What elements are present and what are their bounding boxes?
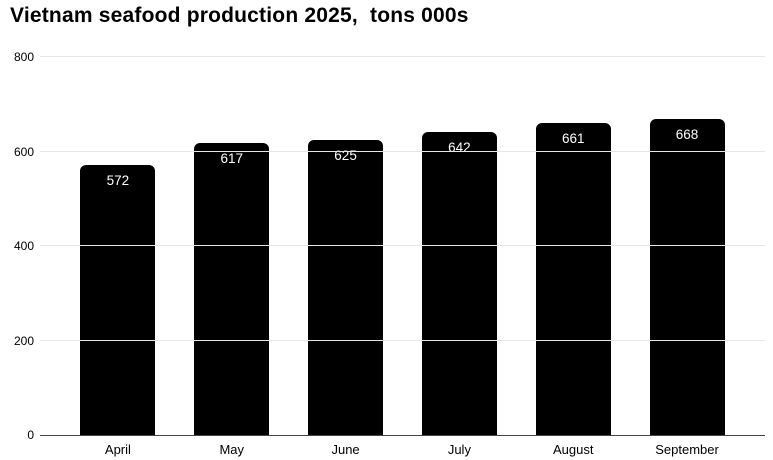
- bars-row: 572 617 625 642 661 668: [40, 57, 765, 435]
- bar-july: 642: [421, 131, 497, 435]
- bar-september: 668: [649, 119, 725, 435]
- bar-may: 617: [194, 143, 270, 435]
- bar-value-label: 617: [220, 151, 243, 167]
- x-tick-label: May: [219, 442, 245, 457]
- gridline: [40, 245, 765, 246]
- bar-value-label: 668: [675, 127, 699, 143]
- y-axis-tick-labels: 0 200 400 600 800: [0, 50, 34, 442]
- bar-slot: 642: [402, 131, 516, 435]
- gridline: [40, 339, 765, 341]
- bar-april: 572: [80, 164, 156, 435]
- bar-slot: 625: [289, 139, 403, 435]
- gridline: [40, 56, 765, 57]
- bar-value-label: 572: [106, 172, 130, 188]
- bar-value-label: 661: [561, 130, 585, 146]
- x-tick-label: June: [331, 442, 360, 457]
- bar-slot: 572: [61, 164, 175, 435]
- x-tick-label: August: [552, 442, 594, 457]
- bar-august: 661: [535, 122, 611, 435]
- x-tick-label: September: [655, 442, 719, 457]
- x-axis-tick-labels: April May June July August September: [40, 442, 765, 457]
- y-tick-label: 800: [13, 50, 34, 64]
- gridline: [40, 150, 765, 152]
- y-tick-label: 400: [13, 239, 34, 253]
- bar-slot: 668: [630, 119, 744, 435]
- y-tick-label: 0: [27, 428, 34, 442]
- plot-area: 572 617 625 642 661 668: [40, 56, 765, 436]
- y-tick-label: 600: [13, 144, 34, 159]
- bar-slot: 617: [175, 143, 289, 435]
- x-tick-label: April: [104, 442, 131, 457]
- x-tick-label: July: [447, 442, 471, 457]
- chart-title: Vietnam seafood production 2025, tons 00…: [10, 4, 469, 27]
- bar-june: 625: [308, 139, 384, 435]
- y-tick-label: 200: [13, 333, 34, 348]
- bar-slot: 661: [516, 122, 630, 435]
